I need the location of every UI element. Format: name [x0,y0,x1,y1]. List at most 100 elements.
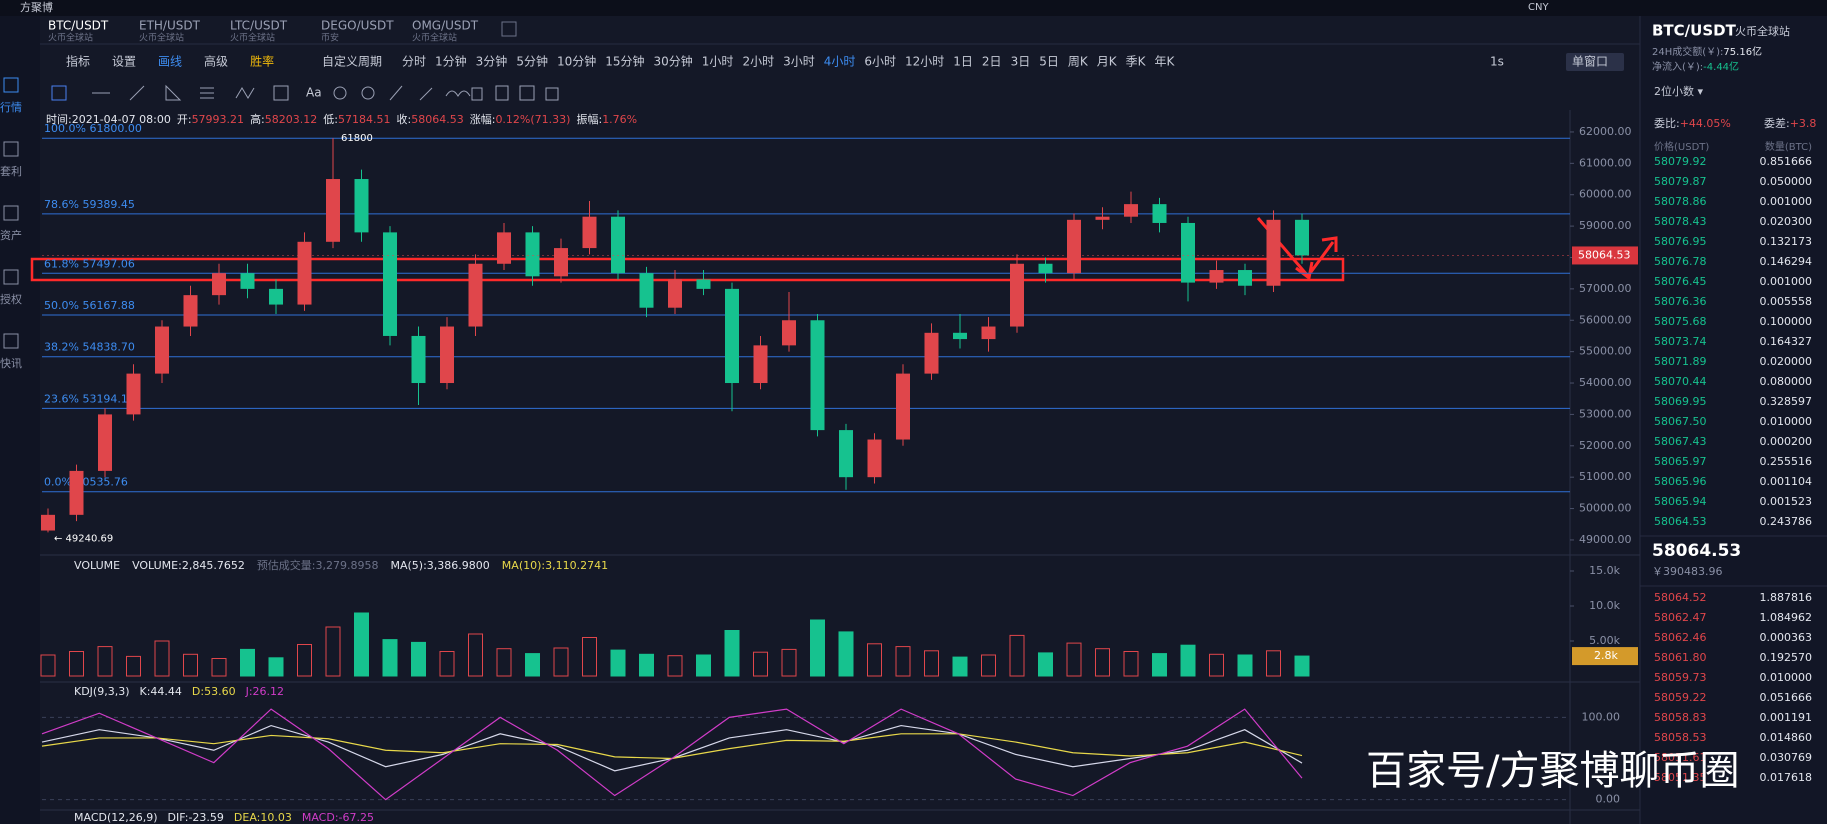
toolbar-item[interactable]: 指标 [66,54,90,69]
ob-price: 58058.83 [1654,711,1707,724]
tab-exchange[interactable]: 火币全球站 [412,32,457,44]
period[interactable]: 3分钟 [476,54,508,69]
volume-bar [525,653,540,677]
toolbar-item[interactable]: 高级 [204,54,228,69]
period[interactable]: 5分钟 [516,54,548,69]
period[interactable]: 2小时 [742,55,774,69]
period[interactable]: 3日 [1011,55,1031,69]
tab-exchange[interactable]: 火币全球站 [48,32,93,44]
period[interactable]: 1小时 [702,55,734,69]
tab-pair[interactable]: LTC/USDT [230,19,288,33]
nav-label[interactable]: 套利 [0,165,22,178]
toolbar-item[interactable]: 画线 [158,55,182,69]
toolbar-item[interactable]: 胜率 [250,54,274,69]
volume-bar [753,651,768,677]
tool-icon[interactable] [389,85,403,101]
tool-icon[interactable] [273,85,289,101]
tab-pair[interactable]: DEGO/USDT [321,19,394,33]
tool-icon[interactable] [545,87,559,101]
window-mode[interactable]: 单窗口 [1572,55,1608,69]
period[interactable]: 5日 [1039,55,1059,69]
volume-bar [268,657,284,677]
tool-icon[interactable] [129,85,145,101]
period[interactable]: 4小时 [824,55,856,69]
tool-icon[interactable] [361,86,375,100]
period[interactable]: 分时 [402,55,426,69]
tool-icon[interactable] [495,85,509,101]
volume-bar [325,626,341,677]
tool-icon[interactable] [333,86,347,100]
period[interactable]: 月K [1097,55,1118,69]
period[interactable]: 周K [1068,55,1089,69]
tab-pair[interactable]: BTC/USDT [48,19,109,33]
period[interactable]: 10分钟 [557,54,596,69]
nav-icon[interactable] [3,333,19,349]
period[interactable]: 1日 [953,55,973,69]
fib-label: 23.6% 53194.16 [44,392,135,405]
kdj-legend: KDJ(9,3,3) [74,685,130,698]
ob-qty: 0.050000 [1760,175,1813,188]
nav-icon[interactable] [3,269,19,285]
tool-icon[interactable] [445,90,471,97]
tool-icon[interactable] [471,87,483,101]
period[interactable]: 6小时 [864,55,896,69]
candle-body [1209,270,1224,283]
candle-body [440,326,454,384]
candle-body [383,232,397,336]
nav-label[interactable]: 资产 [0,228,22,242]
period[interactable]: 1分钟 [435,54,467,69]
ob-price: 58078.86 [1654,195,1707,208]
period[interactable]: 30分钟 [654,54,693,69]
tab-exchange[interactable]: 火币全球站 [230,32,275,44]
info-value: 1.76% [602,113,637,126]
period[interactable]: 年K [1154,55,1175,69]
ob-ratio: +44.05% [1680,117,1731,130]
ob-qty: 0.020300 [1760,215,1813,228]
volume-bar [553,647,569,677]
ob-price: 58058.53 [1654,731,1707,744]
tab-exchange[interactable]: 币安 [321,32,339,44]
period[interactable]: 季K [1126,55,1147,69]
tool-icon[interactable] [51,85,67,101]
period-custom[interactable]: 自定义周期 [322,54,382,69]
nav-label[interactable]: 授权 [0,292,22,306]
ob-ratio: 委比: [1654,117,1680,130]
ob-header: 数量(BTC) [1765,140,1812,153]
tool-icon[interactable] [235,87,255,99]
text-tool[interactable]: Aa [306,86,322,100]
ob-price: 58078.43 [1654,215,1707,228]
candle-body [41,514,55,531]
highlight-box [30,257,1345,282]
ob-price: 58065.94 [1654,495,1707,508]
period[interactable]: 15分钟 [605,54,644,69]
tab-pair[interactable]: OMG/USDT [412,19,479,33]
tab-exchange[interactable]: 火币全球站 [139,32,184,44]
period[interactable]: 12小时 [905,55,944,69]
volume-bar [468,633,483,677]
nav-label[interactable]: 行情 [0,101,22,114]
drawing-toolbar [51,84,559,101]
volume-bar [582,637,597,677]
tool-icon[interactable] [419,87,433,101]
ob-pair: BTC/USDT [1652,22,1737,40]
ob-qty: 0.080000 [1760,375,1813,388]
ob-price: 58051.61 [1654,751,1707,764]
nav-label[interactable]: 快讯 [0,357,22,370]
tool-icon[interactable] [519,85,535,101]
candle-body [810,320,825,431]
ob-qty: 0.001104 [1760,475,1813,488]
candle-body [582,216,597,249]
toolbar-item[interactable]: 设置 [112,55,136,69]
refresh-rate[interactable]: 1s [1490,55,1504,69]
tab-pair[interactable]: ETH/USDT [139,19,201,33]
nav-icon[interactable] [3,205,19,221]
window-button[interactable] [1566,53,1624,71]
ob-decimals[interactable]: 2位小数 ▾ [1654,84,1703,98]
tab-add[interactable] [501,21,517,37]
period[interactable]: 2日 [982,55,1002,69]
tool-icon[interactable] [165,84,182,101]
period[interactable]: 3小时 [783,55,815,69]
nav-icon[interactable] [3,77,19,93]
currency[interactable]: CNY [1528,2,1549,13]
nav-icon[interactable] [3,141,19,157]
